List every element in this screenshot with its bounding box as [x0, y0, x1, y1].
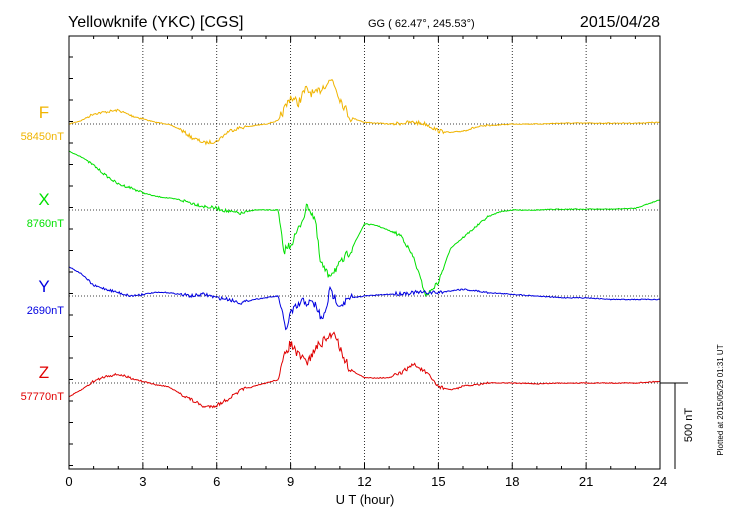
series-baseline-label-x: 8760nT — [27, 218, 65, 230]
x-tick-label: 3 — [139, 474, 146, 489]
date-label: 2015/04/28 — [580, 14, 660, 31]
x-tick-label: 0 — [65, 474, 72, 489]
x-tick-label: 12 — [357, 474, 371, 489]
x-axis-label: U T (hour) — [336, 492, 395, 507]
x-tick-label: 6 — [213, 474, 220, 489]
series-line-y — [68, 266, 661, 331]
series-line-x — [68, 150, 661, 298]
plotted-note: Plotted at 2015/05/29 01:31 UT — [716, 344, 725, 455]
series-baseline-label-f: 58450nT — [21, 131, 65, 143]
x-tick-label: 9 — [287, 474, 294, 489]
x-tick-label: 21 — [579, 474, 593, 489]
x-tick-label: 18 — [505, 474, 519, 489]
series-name-f: F — [39, 103, 49, 122]
series-baseline-label-y: 2690nT — [27, 305, 65, 317]
chart-title: Yellowknife (YKC) [CGS] — [68, 14, 243, 31]
coords-label: GG ( 62.47°, 245.53°) — [368, 18, 475, 30]
scale-label: 500 nT — [683, 408, 695, 443]
x-tick-label: 15 — [431, 474, 445, 489]
series-name-x: X — [38, 190, 49, 209]
series-name-y: Y — [38, 277, 49, 296]
series-line-z — [68, 331, 661, 409]
series-name-z: Z — [39, 363, 49, 382]
series-baseline-label-z: 57770nT — [21, 391, 65, 403]
x-tick-label: 24 — [653, 474, 667, 489]
series-line-f — [68, 78, 661, 146]
